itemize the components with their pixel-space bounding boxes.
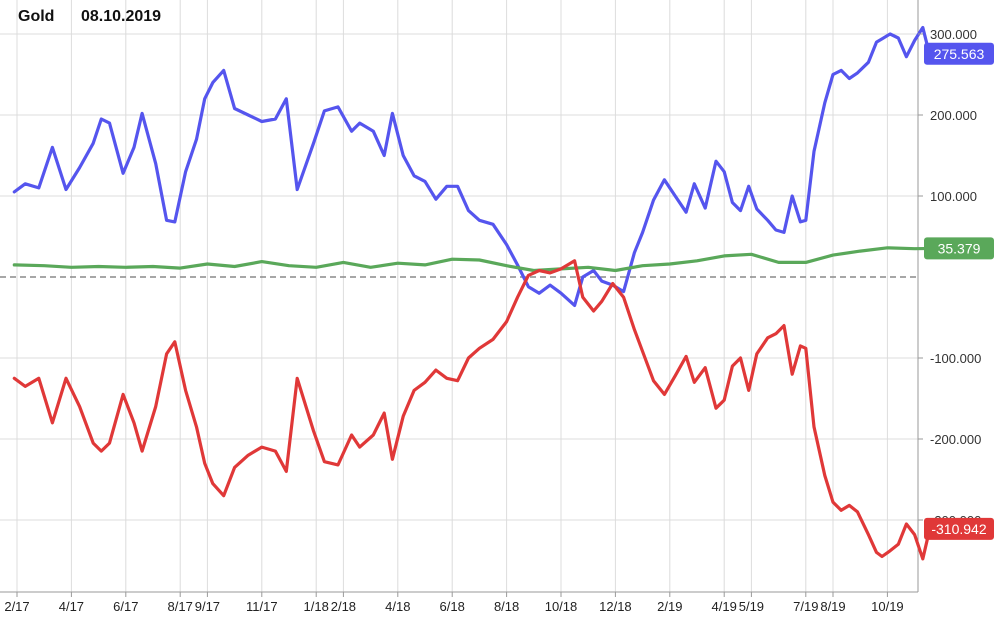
last-value-badge-1: 275.563 <box>924 42 994 65</box>
x-tick-label: 1/18 <box>304 599 329 614</box>
x-tick-label: 2/17 <box>4 599 29 614</box>
x-tick-label: 11/17 <box>246 599 278 614</box>
x-tick-label: 12/18 <box>599 599 632 614</box>
badge-background <box>924 237 994 260</box>
x-tick-label: 5/19 <box>739 599 764 614</box>
chart-date: 08.10.2019 <box>81 8 161 25</box>
x-tick-label: 9/17 <box>195 599 220 614</box>
y-tick-label: 300.000 <box>930 27 977 42</box>
x-tick-label: 6/18 <box>440 599 465 614</box>
last-value-badges: 275.563 35.379 -310.942 <box>924 42 994 540</box>
x-tick-label: 2/18 <box>331 599 356 614</box>
badge-background <box>924 42 994 65</box>
x-tick-label: 7/19 <box>793 599 818 614</box>
badge-value: 35.379 <box>938 240 981 256</box>
last-value-badge-3: -310.942 <box>924 517 994 540</box>
x-tick-label: 8/19 <box>820 599 845 614</box>
series-line-1 <box>12 25 944 307</box>
last-value-badge-2: 35.379 <box>924 237 994 260</box>
series-line-2 <box>12 246 944 273</box>
x-tick-label: 8/17 <box>168 599 193 614</box>
y-tick-label: 200.000 <box>930 108 977 123</box>
series-line-3 <box>12 259 944 561</box>
x-tick-label: 10/19 <box>871 599 904 614</box>
x-tick-label: 6/17 <box>113 599 138 614</box>
y-axis-ticks: 300.000200.000100.000-100.000-200.000-30… <box>918 27 981 528</box>
chart-title: Gold <box>18 8 54 25</box>
badge-value: 275.563 <box>934 46 985 62</box>
x-tick-label: 10/18 <box>545 599 578 614</box>
badge-background <box>924 517 994 540</box>
series-layer <box>12 25 944 561</box>
x-tick-label: 4/18 <box>385 599 410 614</box>
badge-value: -310.942 <box>931 521 986 537</box>
y-tick-label: 100.000 <box>930 189 977 204</box>
x-tick-label: 2/19 <box>657 599 682 614</box>
x-tick-label: 4/17 <box>59 599 84 614</box>
x-tick-label: 4/19 <box>712 599 737 614</box>
x-axis-ticks: 2/17 4/17 6/17 8/17 9/17 11/17 1/18 2/18 4/18 6/1… <box>4 592 904 614</box>
grid-lines <box>0 0 918 592</box>
y-tick-label: -100.000 <box>930 351 981 366</box>
y-tick-label: -200.000 <box>930 432 981 447</box>
x-tick-label: 8/18 <box>494 599 519 614</box>
